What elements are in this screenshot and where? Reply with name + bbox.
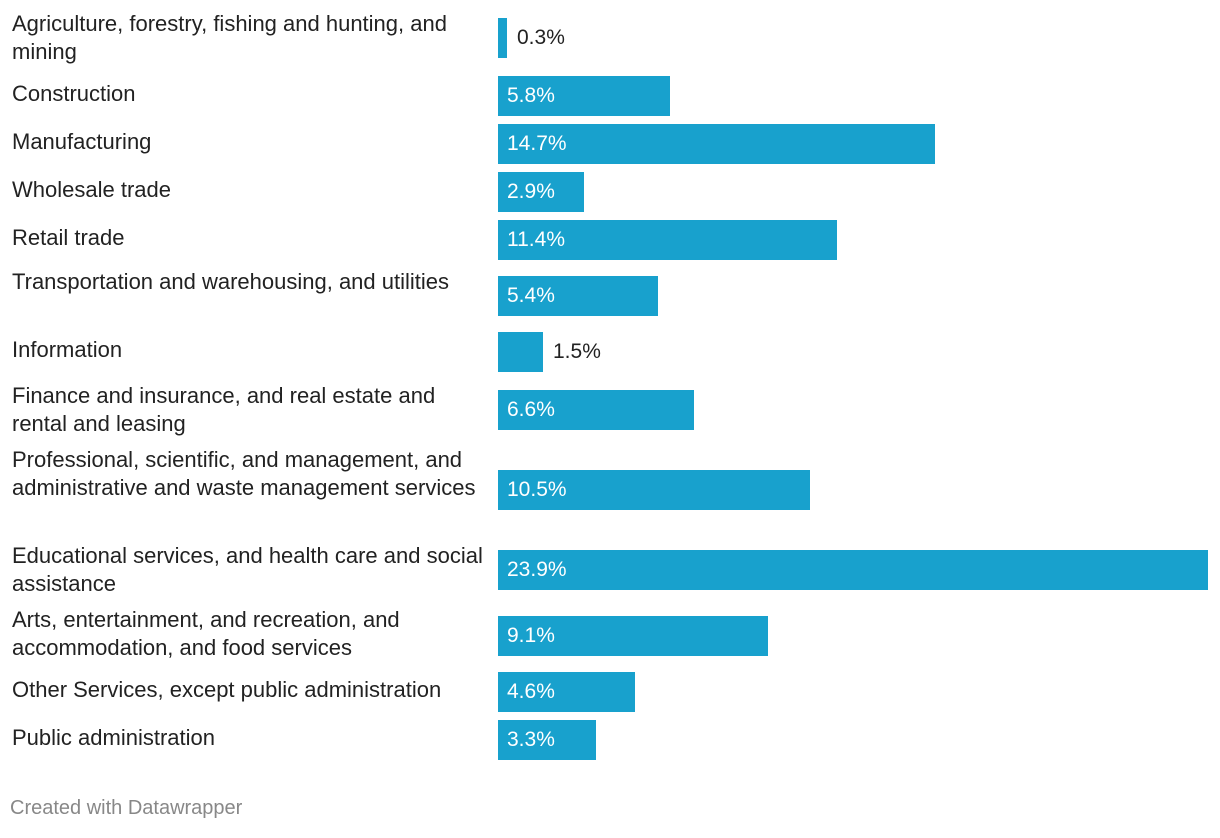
value-label: 23.9% (507, 558, 567, 581)
category-label: Professional, scientific, and management… (12, 447, 476, 500)
value-label: 9.1% (507, 624, 555, 647)
category-label: Wholesale trade (12, 177, 171, 202)
value-label: 1.5% (553, 340, 601, 363)
category-label: Arts, entertainment, and recreation, and… (12, 607, 400, 660)
value-label: 10.5% (507, 478, 567, 501)
category-label: Information (12, 337, 123, 362)
value-label: 5.4% (507, 284, 555, 307)
value-label: 6.6% (507, 398, 555, 421)
bar (498, 390, 694, 430)
value-label: 4.6% (507, 680, 555, 703)
category-label: Transportation and warehousing, and util… (12, 269, 450, 294)
value-label: 3.3% (507, 728, 555, 751)
bar (498, 124, 935, 164)
value-label: 11.4% (507, 228, 565, 251)
bar (498, 470, 810, 510)
bar (498, 76, 670, 116)
category-label: Manufacturing (12, 129, 152, 154)
bar (498, 550, 1208, 590)
value-label: 14.7% (507, 132, 567, 155)
value-label: 2.9% (507, 180, 555, 203)
category-label: Educational services, and health care an… (12, 543, 483, 596)
bar (498, 672, 635, 712)
category-label: Public administration (12, 725, 215, 750)
category-label: Retail trade (12, 225, 125, 250)
bar (498, 18, 507, 58)
bar (498, 616, 768, 656)
bar (498, 720, 596, 760)
bar (498, 220, 837, 260)
datawrapper-credit: Created with Datawrapper (10, 797, 243, 819)
bar (498, 172, 584, 212)
category-label: Agriculture, forestry, fishing and hunti… (12, 11, 447, 64)
category-label: Finance and insurance, and real estate a… (12, 383, 436, 436)
value-label: 5.8% (507, 84, 555, 107)
category-label: Other Services, except public administra… (12, 677, 442, 702)
category-label: Construction (12, 81, 136, 106)
value-label: 0.3% (517, 26, 565, 49)
bar (498, 276, 658, 316)
bar (498, 332, 543, 372)
